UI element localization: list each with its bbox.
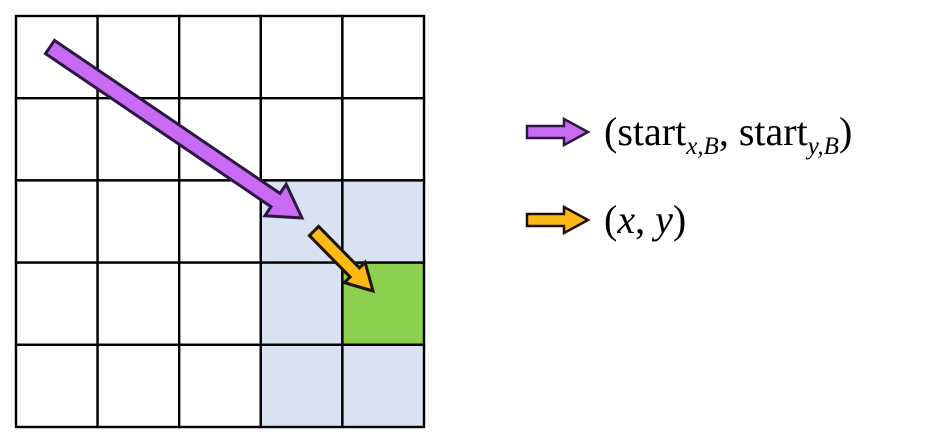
grid-cell [341,96,426,182]
grid-cell [14,343,99,429]
grid-cell [259,343,344,429]
grid-cell [177,14,262,100]
grid-cell [259,14,344,100]
grid-cell [14,261,99,347]
legend-label-start-vector: (startx,B, starty,B) [604,108,853,160]
grid-cell [14,96,99,182]
grid-cell [96,179,181,264]
grid-cell [259,261,344,347]
grid-cell [177,261,262,347]
purple-arrow-icon [525,116,591,147]
start-vector-arrow [43,38,305,220]
legend-item-start-vector: (startx,B, starty,B) [525,102,852,161]
grid-cell [341,343,426,429]
legend: (startx,B, starty,B) (x, y) [525,102,852,249]
grid-cell [259,96,344,182]
grid-cell [341,179,426,264]
grid-cell [341,14,426,100]
grid-diagram [14,14,426,429]
orange-arrow-icon [525,204,591,235]
legend-label-xy-vector: (x, y) [604,196,687,242]
xy-vector-arrow [307,224,376,294]
grid-cell [177,343,262,429]
legend-item-xy-vector: (x, y) [525,190,852,249]
grid-cells [14,14,426,429]
grid-cell [96,261,181,347]
grid-cell [96,343,181,429]
grid-cell [14,179,99,264]
